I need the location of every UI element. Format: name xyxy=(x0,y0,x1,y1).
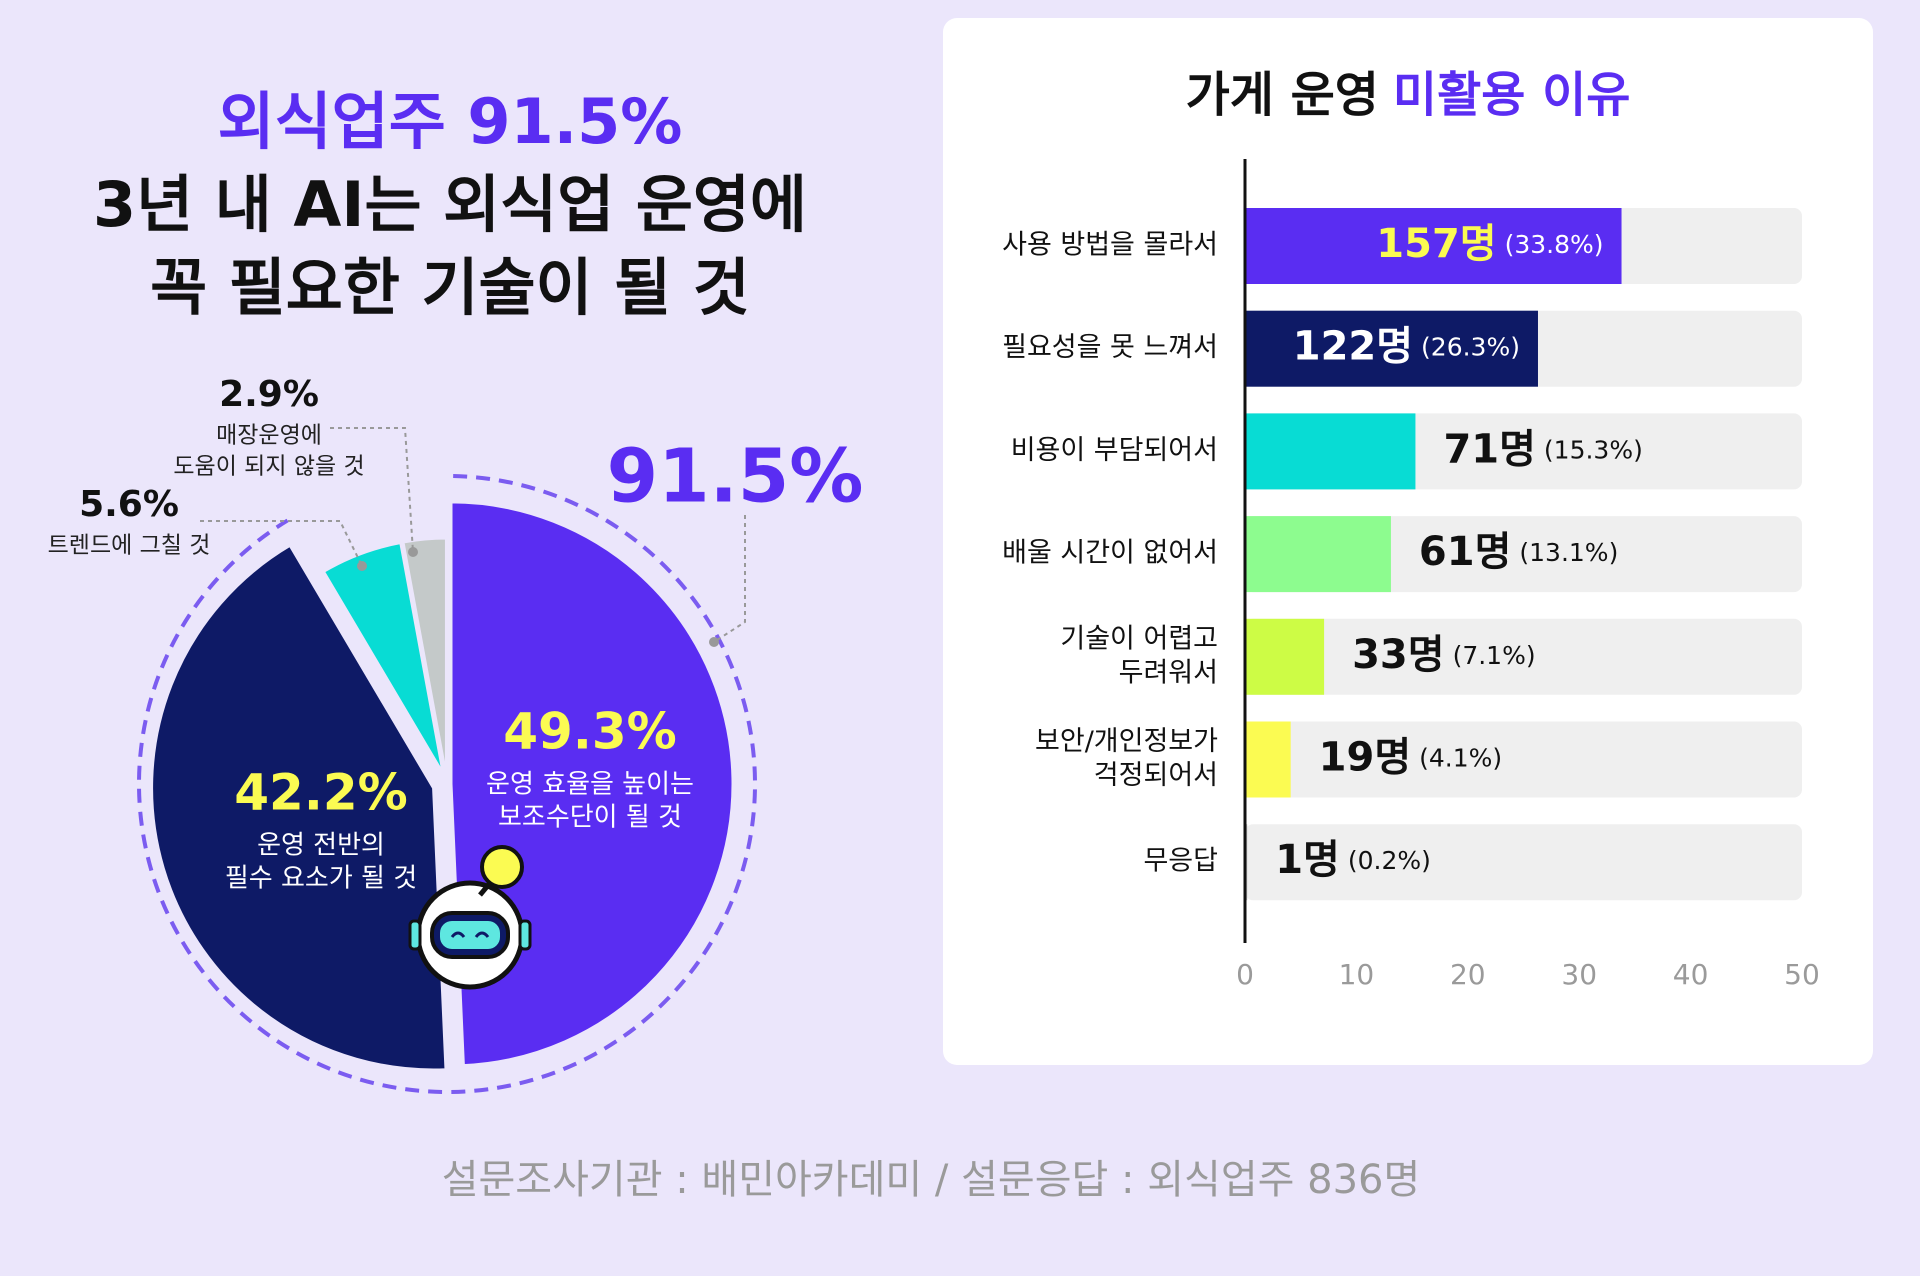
percent-label: (33.8%) xyxy=(1505,230,1604,259)
x-tick-label: 50 xyxy=(1784,958,1820,991)
data-label: 19명 (4.1%) xyxy=(1319,735,1503,781)
percent-label: (13.1%) xyxy=(1519,538,1618,567)
slice-label: 매장운영에 xyxy=(216,423,322,449)
x-tick-label: 10 xyxy=(1339,958,1375,991)
count-label: 157명 xyxy=(1376,221,1496,267)
chart-title: 가게 운영 미활용 이유 xyxy=(1186,67,1631,123)
leader-dot xyxy=(709,637,719,647)
percent-label: (4.1%) xyxy=(1419,744,1502,773)
category-label: 무응답 xyxy=(1143,846,1218,877)
x-tick-label: 30 xyxy=(1561,958,1597,991)
pie-slice xyxy=(150,543,448,1072)
bar xyxy=(1245,721,1291,798)
category-label: 필요성을 못 느껴서 xyxy=(1002,332,1218,363)
robot-icon xyxy=(408,845,532,990)
slice-label: 트렌드에 그칠 것 xyxy=(48,533,211,559)
leader-line xyxy=(713,515,746,643)
category-label: 걱정되어서 xyxy=(1094,760,1218,791)
bar xyxy=(1245,413,1416,490)
data-label: 71명 (15.3%) xyxy=(1443,426,1642,472)
x-tick-label: 20 xyxy=(1450,958,1486,991)
dashed-outline xyxy=(137,518,443,1094)
bar xyxy=(1245,618,1325,695)
bar xyxy=(1245,310,1538,387)
leader-dot xyxy=(408,547,418,557)
data-label: 33명 (7.1%) xyxy=(1352,632,1536,678)
bar-track xyxy=(1245,721,1802,798)
count-label: 19명 xyxy=(1319,735,1411,781)
chart-title: 외식업주 91.5% xyxy=(218,85,683,158)
pie-slice xyxy=(321,540,445,776)
bar xyxy=(1245,208,1622,284)
percent-label: (15.3%) xyxy=(1544,435,1643,464)
value-label: 42.2% xyxy=(234,764,407,822)
slice-label: 운영 효율을 높이는 xyxy=(486,770,694,800)
percent-label: (26.3%) xyxy=(1421,333,1520,362)
count-label: 61명 xyxy=(1419,529,1511,575)
bar-track xyxy=(1245,824,1802,901)
slice-label: 운영 전반의 xyxy=(257,831,385,861)
pie-slice xyxy=(401,536,448,779)
bar-track xyxy=(1245,618,1802,695)
category-label: 비용이 부담되어서 xyxy=(1011,435,1218,466)
annotation: 91.5% xyxy=(607,434,864,520)
category-label: 보안/개인정보가 xyxy=(1035,726,1218,757)
leader-line xyxy=(200,520,363,567)
slice-label: 필수 요소가 될 것 xyxy=(225,864,417,894)
value-label: 2.9% xyxy=(219,374,319,415)
count-label: 33명 xyxy=(1352,632,1444,678)
leader-line xyxy=(330,427,414,553)
data-label: 1명 (0.2%) xyxy=(1275,837,1431,883)
bar xyxy=(1245,516,1391,593)
dashed-outline xyxy=(448,474,758,1094)
count-label: 1명 xyxy=(1275,837,1340,883)
value-label: 5.6% xyxy=(79,484,179,525)
category-label: 기술이 어렵고 xyxy=(1060,623,1218,654)
slice-label: 도움이 되지 않을 것 xyxy=(173,454,364,480)
footer: 설문조사기관 : 배민아카데미 / 설문응답 : 외식업주 836명 xyxy=(442,1157,1421,1203)
slice-label: 보조수단이 될 것 xyxy=(498,803,682,833)
percent-label: (0.2%) xyxy=(1348,846,1431,875)
data-label: 61명 (13.1%) xyxy=(1419,529,1618,575)
category-label: 사용 방법을 몰라서 xyxy=(1002,230,1218,261)
count-label: 71명 xyxy=(1443,426,1535,472)
data-label: 157명 (33.8%) xyxy=(1376,221,1603,267)
percent-label: (7.1%) xyxy=(1453,641,1536,670)
chart-title: 3년 내 AI는 외식업 운영에 xyxy=(93,168,807,241)
x-tick-label: 40 xyxy=(1673,958,1709,991)
x-tick-label: 0 xyxy=(1236,958,1254,991)
category-label: 배울 시간이 없어서 xyxy=(1002,538,1218,569)
leader-dot xyxy=(357,561,367,571)
count-label: 122명 xyxy=(1293,324,1413,370)
data-label: 122명 (26.3%) xyxy=(1293,324,1520,370)
value-label: 49.3% xyxy=(503,703,676,761)
chart-title: 꼭 필요한 기술이 될 것 xyxy=(150,251,750,324)
category-label: 두려워서 xyxy=(1119,657,1218,688)
title-part: 가게 운영 xyxy=(1186,67,1379,123)
title-part: 미활용 이유 xyxy=(1393,67,1631,123)
